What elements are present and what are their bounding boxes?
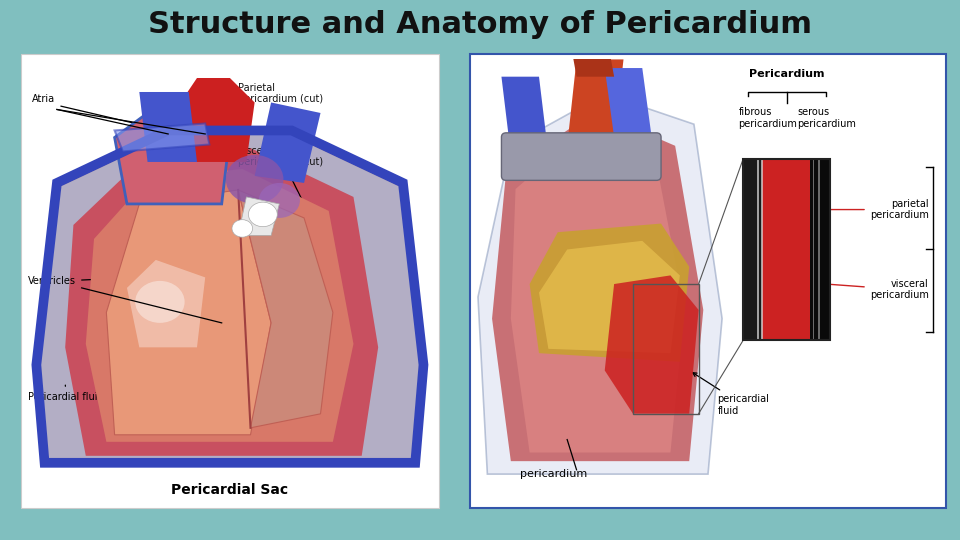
Polygon shape — [65, 148, 378, 456]
Text: Parietal
pericardium (cut): Parietal pericardium (cut) — [238, 83, 324, 152]
Polygon shape — [180, 78, 254, 162]
Text: serous
pericardium: serous pericardium — [797, 107, 856, 129]
Polygon shape — [254, 103, 321, 183]
Polygon shape — [114, 124, 209, 151]
Bar — [757, 159, 759, 340]
Text: visceral
pericardium: visceral pericardium — [804, 279, 928, 300]
Bar — [743, 159, 762, 340]
Polygon shape — [567, 59, 623, 146]
Text: Atria: Atria — [33, 94, 178, 133]
Text: fibrous
pericardium: fibrous pericardium — [738, 107, 798, 129]
Bar — [760, 159, 763, 340]
Text: Pericardium: Pericardium — [749, 69, 825, 79]
FancyBboxPatch shape — [501, 133, 661, 180]
Polygon shape — [539, 241, 680, 353]
Bar — [813, 159, 814, 340]
Bar — [818, 159, 820, 340]
FancyBboxPatch shape — [470, 54, 946, 508]
Polygon shape — [85, 169, 353, 442]
Polygon shape — [530, 224, 689, 362]
Text: Ventricles: Ventricles — [28, 276, 136, 286]
Polygon shape — [107, 190, 271, 435]
Text: pericardial
fluid: pericardial fluid — [693, 373, 769, 416]
Circle shape — [259, 183, 300, 218]
Circle shape — [249, 202, 277, 227]
Circle shape — [232, 220, 252, 237]
Circle shape — [226, 155, 283, 204]
Text: pericardium: pericardium — [520, 469, 588, 479]
Text: Visceral
pericardium (cut): Visceral pericardium (cut) — [238, 146, 324, 201]
Polygon shape — [36, 131, 423, 463]
Polygon shape — [127, 260, 205, 347]
Polygon shape — [238, 197, 279, 235]
Bar — [810, 159, 830, 340]
Text: parietal
pericardium: parietal pericardium — [778, 199, 928, 220]
Bar — [762, 159, 810, 340]
Text: Structure and Anatomy of Pericardium: Structure and Anatomy of Pericardium — [148, 10, 812, 39]
Polygon shape — [605, 275, 699, 414]
Text: Pericardial Sac: Pericardial Sac — [171, 483, 289, 497]
Polygon shape — [492, 111, 704, 461]
Polygon shape — [238, 190, 333, 428]
Polygon shape — [501, 77, 548, 154]
Bar — [743, 159, 830, 340]
Polygon shape — [114, 113, 230, 204]
Circle shape — [135, 281, 184, 323]
Polygon shape — [40, 134, 420, 460]
Bar — [633, 284, 699, 414]
Polygon shape — [478, 94, 722, 474]
Text: Pericardial fluid: Pericardial fluid — [28, 385, 104, 402]
Polygon shape — [567, 25, 614, 77]
Polygon shape — [139, 92, 197, 162]
Polygon shape — [605, 68, 652, 137]
Bar — [743, 159, 830, 340]
Polygon shape — [511, 129, 684, 453]
FancyBboxPatch shape — [21, 54, 439, 508]
